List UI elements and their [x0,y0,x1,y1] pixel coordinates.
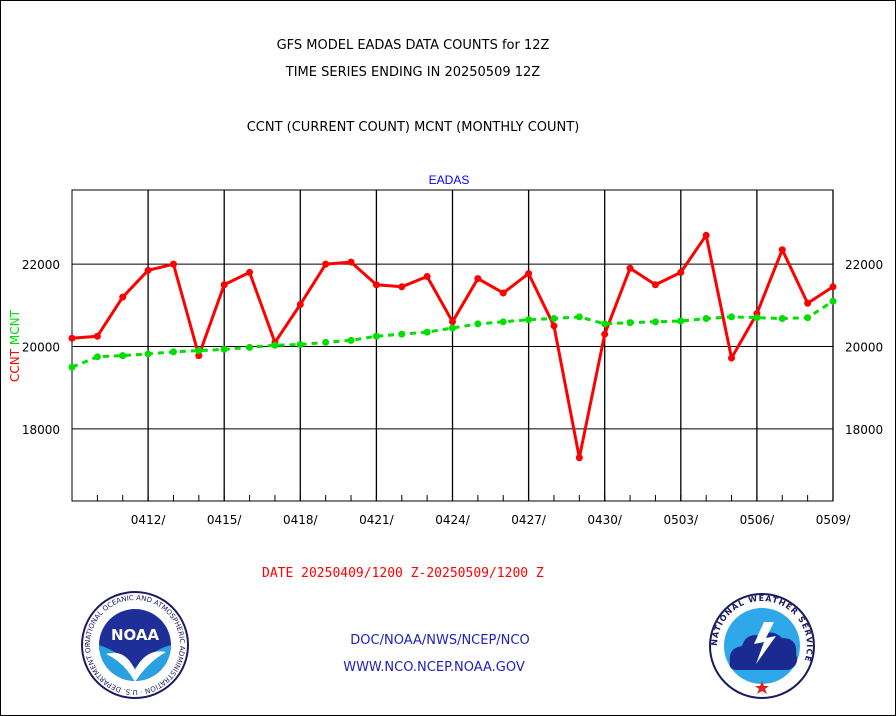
data-point-mcnt [804,314,812,322]
data-point-mcnt [575,313,583,321]
data-point-mcnt [322,338,330,346]
date-range-label: DATE 20250409/1200 Z-20250509/1200 Z [262,566,544,581]
data-point-ccnt [601,330,609,338]
x-tick-label: 0424/ [435,513,471,527]
y-tick-label-right: 22000 [845,258,883,272]
y-tick-label-left: 22000 [22,258,60,272]
x-tick-label: 0503/ [664,513,700,527]
data-point-mcnt [220,345,228,353]
data-point-mcnt [423,328,431,336]
data-point-mcnt [195,347,203,355]
data-point-mcnt [144,350,152,358]
data-point-ccnt [778,246,786,254]
data-point-ccnt [68,334,76,342]
data-point-ccnt [296,301,304,309]
x-tick-label: 0427/ [511,513,547,527]
data-point-ccnt [144,266,152,274]
data-point-ccnt [372,281,380,289]
data-point-ccnt [322,260,330,268]
data-point-mcnt [296,340,304,348]
y-tick-label-left: 20000 [22,341,60,355]
data-point-mcnt [398,330,406,338]
data-point-ccnt [651,281,659,289]
x-tick-label: 0418/ [283,513,319,527]
data-point-mcnt [525,316,533,324]
data-point-mcnt [68,363,76,371]
nws-logo-icon: NATIONAL WEATHER SERVICE [709,593,815,699]
x-tick-label: 0421/ [359,513,395,527]
data-point-ccnt [677,268,685,276]
data-point-mcnt [449,324,456,332]
data-point-mcnt [246,343,254,351]
data-point-mcnt [271,341,279,349]
data-point-ccnt [702,231,710,239]
y-axis-label: CCNT MCNT [8,309,22,382]
data-point-ccnt [347,258,355,266]
data-point-mcnt [93,353,101,361]
data-point-mcnt [753,314,761,322]
data-point-mcnt [829,297,837,305]
data-point-ccnt [119,293,127,301]
data-point-mcnt [677,317,685,325]
data-point-ccnt [220,281,228,289]
data-point-mcnt [550,315,558,323]
data-point-ccnt [804,299,812,307]
x-tick-label: 0412/ [131,513,167,527]
org-text: DOC/NOAA/NWS/NCEP/NCO [350,633,530,648]
y-axis-label-mcnt: MCNT [8,309,22,349]
data-point-ccnt [423,273,431,281]
chart-title-line-1: GFS MODEL EADAS DATA COUNTS for 12Z [276,38,550,53]
noaa-logo-icon: NOAA NATIONAL OCEANIC AND ATMOSPHERIC AD… [80,590,189,699]
data-point-mcnt [347,336,355,344]
data-point-ccnt [93,332,101,340]
x-tick-label: 0506/ [740,513,776,527]
data-point-ccnt [525,270,533,278]
data-point-ccnt [728,354,736,362]
data-point-ccnt [449,318,456,326]
chart-subtitle: CCNT (CURRENT COUNT) MCNT (MONTHLY COUNT… [246,120,580,135]
data-point-ccnt [398,283,406,291]
data-point-ccnt [575,454,583,462]
data-point-mcnt [778,315,786,323]
data-point-mcnt [474,320,482,328]
data-point-mcnt [499,318,507,326]
chart-title-line-2: TIME SERIES ENDING IN 20250509 12Z [285,65,541,80]
y-tick-label-right: 18000 [845,423,883,437]
data-point-mcnt [601,320,609,328]
data-point-mcnt [702,315,710,323]
x-tick-label: 0509/ [816,513,852,527]
x-tick-label: 0430/ [587,513,623,527]
data-point-ccnt [626,264,634,272]
x-tick-label: 0415/ [207,513,243,527]
data-point-ccnt [195,352,203,360]
y-axis-label-ccnt: CCNT [8,348,22,382]
y-tick-label-right: 20000 [845,341,883,355]
data-point-mcnt [372,332,380,340]
data-point-ccnt [474,275,482,283]
panel-title: EADAS [429,173,470,187]
data-point-ccnt [550,322,558,330]
data-point-ccnt [169,260,177,268]
y-tick-label-left: 18000 [22,423,60,437]
data-point-ccnt [499,289,507,297]
website-link[interactable]: WWW.NCO.NCEP.NOAA.GOV [343,660,525,675]
data-point-ccnt [829,283,837,291]
noaa-logo-text: NOAA [111,626,160,644]
plot-area: 18000 18000 20000 20000 22000 22000 0412/0415/… [22,189,883,527]
data-point-ccnt [246,268,254,276]
data-point-mcnt [651,318,659,326]
y-axis-label-text: CCNT MCNT [8,309,22,382]
data-point-mcnt [626,319,634,327]
data-point-mcnt [119,352,127,360]
data-point-mcnt [728,313,736,321]
data-point-mcnt [169,348,177,356]
